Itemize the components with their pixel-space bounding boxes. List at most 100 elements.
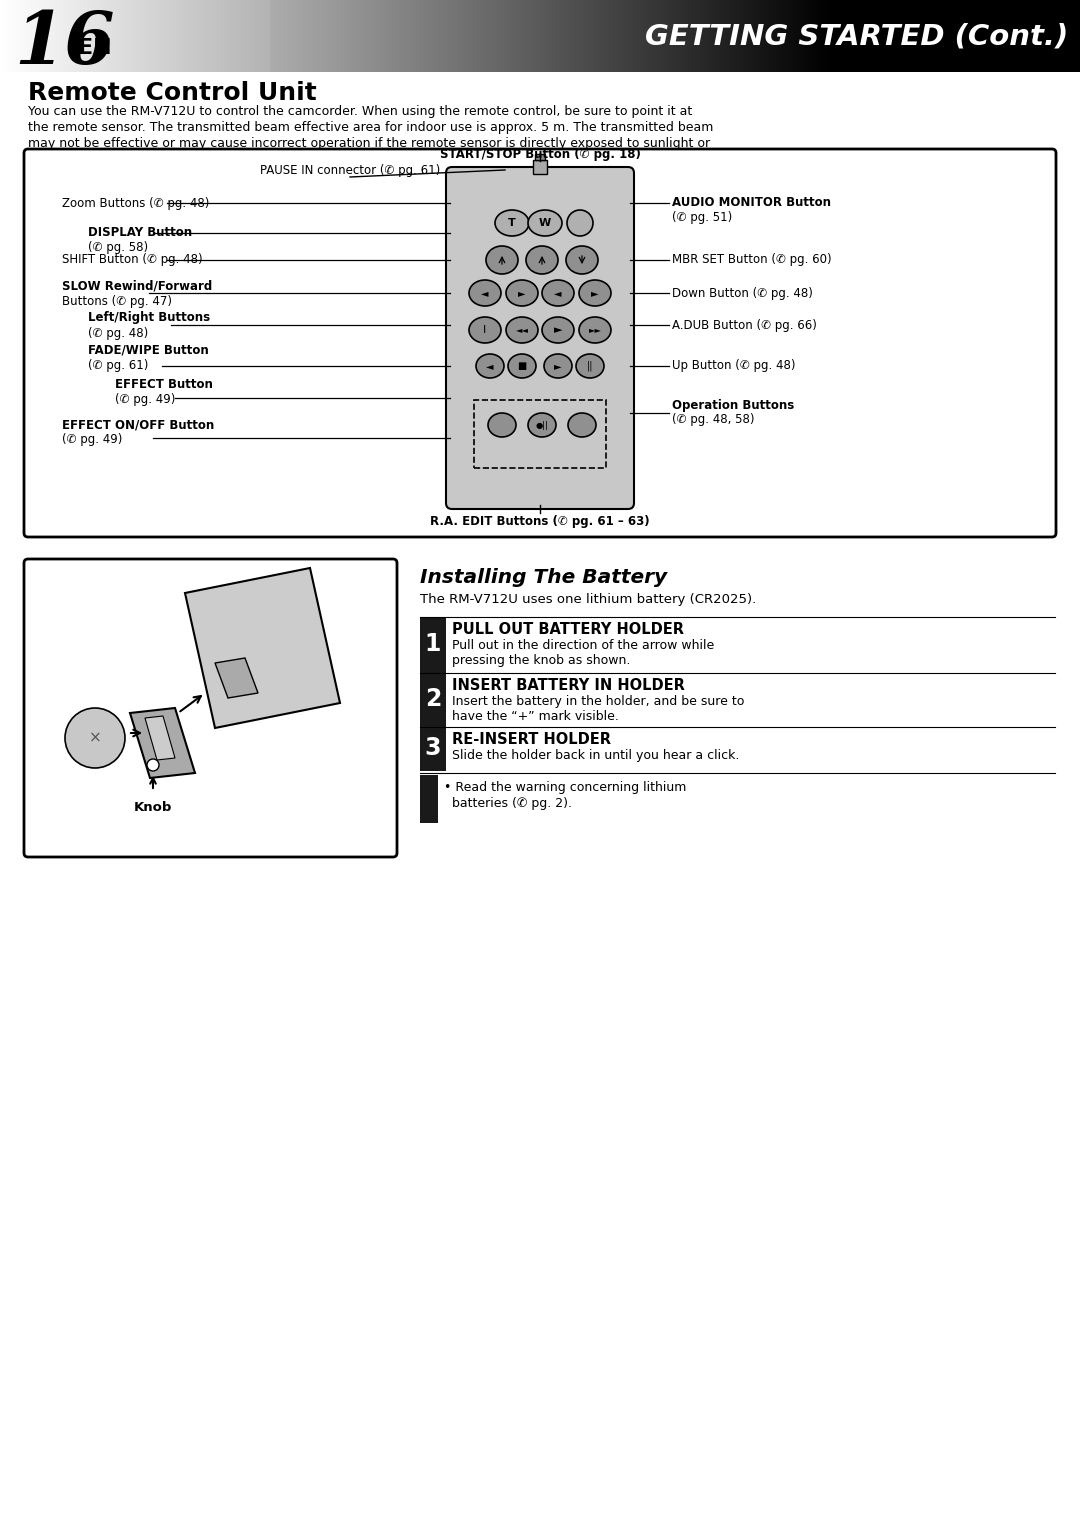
Bar — [534, 159, 546, 175]
Ellipse shape — [476, 354, 504, 379]
Text: W: W — [539, 218, 551, 228]
Ellipse shape — [469, 281, 501, 307]
Bar — [420, 727, 446, 771]
Text: ◄◄: ◄◄ — [515, 325, 528, 334]
Polygon shape — [130, 708, 195, 779]
Text: Buttons (✆ pg. 47): Buttons (✆ pg. 47) — [62, 294, 172, 308]
Ellipse shape — [507, 317, 538, 343]
Text: ►: ► — [554, 360, 562, 371]
Ellipse shape — [486, 245, 518, 274]
Text: R.A. EDIT Buttons (✆ pg. 61 – 63): R.A. EDIT Buttons (✆ pg. 61 – 63) — [430, 515, 650, 527]
Bar — [420, 776, 438, 823]
Ellipse shape — [528, 412, 556, 437]
Text: (✆ pg. 48, 58): (✆ pg. 48, 58) — [672, 414, 755, 426]
Polygon shape — [185, 569, 340, 728]
Text: Up Button (✆ pg. 48): Up Button (✆ pg. 48) — [672, 360, 796, 373]
Text: (✆ pg. 48): (✆ pg. 48) — [87, 327, 148, 339]
Ellipse shape — [495, 210, 529, 236]
Ellipse shape — [544, 354, 572, 379]
Text: Operation Buttons: Operation Buttons — [672, 399, 794, 411]
Ellipse shape — [507, 281, 538, 307]
Text: the remote sensor. The transmitted beam effective area for indoor use is approx.: the remote sensor. The transmitted beam … — [28, 121, 714, 133]
Text: You can use the RM-V712U to control the camcorder. When using the remote control: You can use the RM-V712U to control the … — [28, 104, 692, 118]
Text: GETTING STARTED (Cont.): GETTING STARTED (Cont.) — [645, 21, 1068, 51]
FancyBboxPatch shape — [24, 560, 397, 857]
Text: (✆ pg. 58): (✆ pg. 58) — [87, 242, 148, 254]
Text: A.DUB Button (✆ pg. 66): A.DUB Button (✆ pg. 66) — [672, 319, 816, 331]
Text: ■: ■ — [517, 360, 527, 371]
Text: may not be effective or may cause incorrect operation if the remote sensor is di: may not be effective or may cause incorr… — [28, 136, 711, 150]
Text: AUDIO MONITOR Button: AUDIO MONITOR Button — [672, 196, 831, 210]
Ellipse shape — [528, 210, 562, 236]
Text: ◄: ◄ — [554, 288, 562, 297]
Bar — [420, 673, 446, 727]
Text: ×: × — [89, 731, 102, 745]
Ellipse shape — [566, 245, 598, 274]
Text: Installing The Battery: Installing The Battery — [420, 569, 667, 587]
Text: Zoom Buttons (✆ pg. 48): Zoom Buttons (✆ pg. 48) — [62, 196, 210, 210]
Text: ►: ► — [591, 288, 598, 297]
Ellipse shape — [488, 412, 516, 437]
Text: EFFECT ON/OFF Button: EFFECT ON/OFF Button — [62, 419, 214, 431]
Text: 1: 1 — [424, 632, 442, 656]
Ellipse shape — [579, 317, 611, 343]
Bar — [474, 400, 606, 468]
FancyBboxPatch shape — [24, 149, 1056, 537]
Polygon shape — [215, 658, 258, 698]
Circle shape — [147, 759, 159, 771]
Text: The RM-V712U uses one lithium battery (CR2025).: The RM-V712U uses one lithium battery (C… — [420, 593, 756, 606]
Text: ||: || — [586, 360, 593, 371]
Text: have the “+” mark visible.: have the “+” mark visible. — [453, 710, 619, 724]
Ellipse shape — [568, 412, 596, 437]
Ellipse shape — [542, 281, 573, 307]
Text: SHIFT Button (✆ pg. 48): SHIFT Button (✆ pg. 48) — [62, 253, 203, 267]
Bar — [535, 153, 545, 159]
Text: DISPLAY Button: DISPLAY Button — [87, 227, 192, 239]
Text: ●||: ●|| — [536, 420, 549, 429]
Text: EFFECT Button: EFFECT Button — [114, 379, 213, 391]
Ellipse shape — [508, 354, 536, 379]
Text: pressing the knob as shown.: pressing the knob as shown. — [453, 655, 631, 667]
Text: I: I — [484, 325, 487, 336]
Text: INSERT BATTERY IN HOLDER: INSERT BATTERY IN HOLDER — [453, 678, 685, 693]
Text: Remote Control Unit: Remote Control Unit — [28, 81, 316, 104]
Polygon shape — [145, 716, 175, 760]
Text: 3: 3 — [424, 736, 442, 760]
Text: FADE/WIPE Button: FADE/WIPE Button — [87, 343, 208, 357]
Text: (✆ pg. 61): (✆ pg. 61) — [87, 359, 148, 371]
Ellipse shape — [579, 281, 611, 307]
Text: 2: 2 — [424, 687, 442, 711]
Text: Pull out in the direction of the arrow while: Pull out in the direction of the arrow w… — [453, 639, 714, 652]
Text: powerful lighting.: powerful lighting. — [28, 153, 137, 166]
Text: batteries (✆ pg. 2).: batteries (✆ pg. 2). — [444, 797, 572, 809]
Text: RE-INSERT HOLDER: RE-INSERT HOLDER — [453, 731, 611, 747]
Text: • Read the warning concerning lithium: • Read the warning concerning lithium — [444, 780, 687, 794]
Text: ►►: ►► — [589, 325, 602, 334]
Text: (✆ pg. 51): (✆ pg. 51) — [672, 212, 732, 224]
Ellipse shape — [567, 210, 593, 236]
Text: ►: ► — [518, 288, 526, 297]
Text: PAUSE IN connector (✆ pg. 61): PAUSE IN connector (✆ pg. 61) — [260, 164, 441, 176]
Text: START/STOP Button (✆ pg. 18): START/STOP Button (✆ pg. 18) — [440, 149, 640, 161]
Ellipse shape — [542, 317, 573, 343]
Bar — [420, 616, 446, 673]
Text: (✆ pg. 49): (✆ pg. 49) — [114, 394, 175, 406]
Text: Left/Right Buttons: Left/Right Buttons — [87, 311, 211, 325]
Text: MBR SET Button (✆ pg. 60): MBR SET Button (✆ pg. 60) — [672, 253, 832, 267]
Text: Knob: Knob — [134, 802, 172, 814]
Text: ◄: ◄ — [486, 360, 494, 371]
Text: Slide the holder back in until you hear a click.: Slide the holder back in until you hear … — [453, 750, 740, 762]
Ellipse shape — [469, 317, 501, 343]
Text: Down Button (✆ pg. 48): Down Button (✆ pg. 48) — [672, 287, 813, 299]
Text: 16: 16 — [14, 8, 114, 80]
FancyBboxPatch shape — [446, 167, 634, 509]
Text: T: T — [508, 218, 516, 228]
Ellipse shape — [576, 354, 604, 379]
Text: Insert the battery in the holder, and be sure to: Insert the battery in the holder, and be… — [453, 694, 744, 708]
Text: PULL OUT BATTERY HOLDER: PULL OUT BATTERY HOLDER — [453, 622, 684, 638]
Ellipse shape — [526, 245, 558, 274]
Circle shape — [65, 708, 125, 768]
Text: EN: EN — [78, 38, 111, 58]
Text: ◄: ◄ — [482, 288, 489, 297]
Text: SLOW Rewind/Forward: SLOW Rewind/Forward — [62, 279, 213, 293]
